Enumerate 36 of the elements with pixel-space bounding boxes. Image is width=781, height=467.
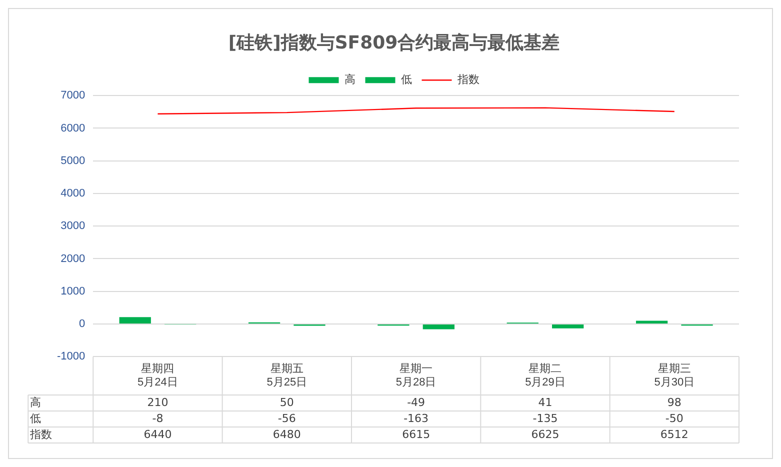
data-label: -56 <box>278 412 296 425</box>
data-label: 6615 <box>402 428 430 441</box>
data-label: 41 <box>538 396 552 409</box>
y-tick-label: 3000 <box>60 220 86 232</box>
data-label: 210 <box>147 396 168 409</box>
text: 高 <box>30 396 42 409</box>
y-tick-label: -1000 <box>56 350 86 363</box>
x-tick-label: 星期二 5月29日 <box>525 363 566 388</box>
data-label: 6625 <box>531 428 560 441</box>
y-tick-label: 2000 <box>60 252 86 265</box>
y-tick-label: 4000 <box>60 188 86 200</box>
x-tick-label: 星期三 5月30日 <box>654 363 695 388</box>
data-label: 6512 <box>660 428 688 441</box>
data-label: 98 <box>667 396 682 409</box>
y-tick-label: 5000 <box>60 154 86 167</box>
data-label: 6440 <box>144 428 172 441</box>
x-tick-label: 星期四 5月24日 <box>138 363 178 388</box>
y-tick-label: 0 <box>79 318 86 330</box>
data-label: 6480 <box>272 428 301 441</box>
x-tick-label: 星期一 5月28日 <box>396 363 436 388</box>
data-label: -49 <box>407 396 426 409</box>
data-label: -135 <box>532 412 558 425</box>
data-label: -50 <box>665 412 684 425</box>
legend-label: 高 <box>344 73 356 86</box>
y-tick-label: 6000 <box>60 122 86 134</box>
text: 低 <box>30 412 42 425</box>
legend-label: 指数 <box>456 74 480 86</box>
legend-label: 低 <box>400 74 412 86</box>
chart-title: [硅铁]指数与SF809合约最高与最低基差 <box>228 32 560 54</box>
y-tick-label: 1000 <box>60 285 86 298</box>
text: 指数 <box>30 428 52 441</box>
x-tick-label: 星期五 5月25日 <box>266 363 308 388</box>
y-tick-label: 7000 <box>60 90 86 102</box>
data-label: 50 <box>280 396 294 409</box>
data-label: -163 <box>404 412 429 425</box>
data-label: -8 <box>152 412 164 425</box>
